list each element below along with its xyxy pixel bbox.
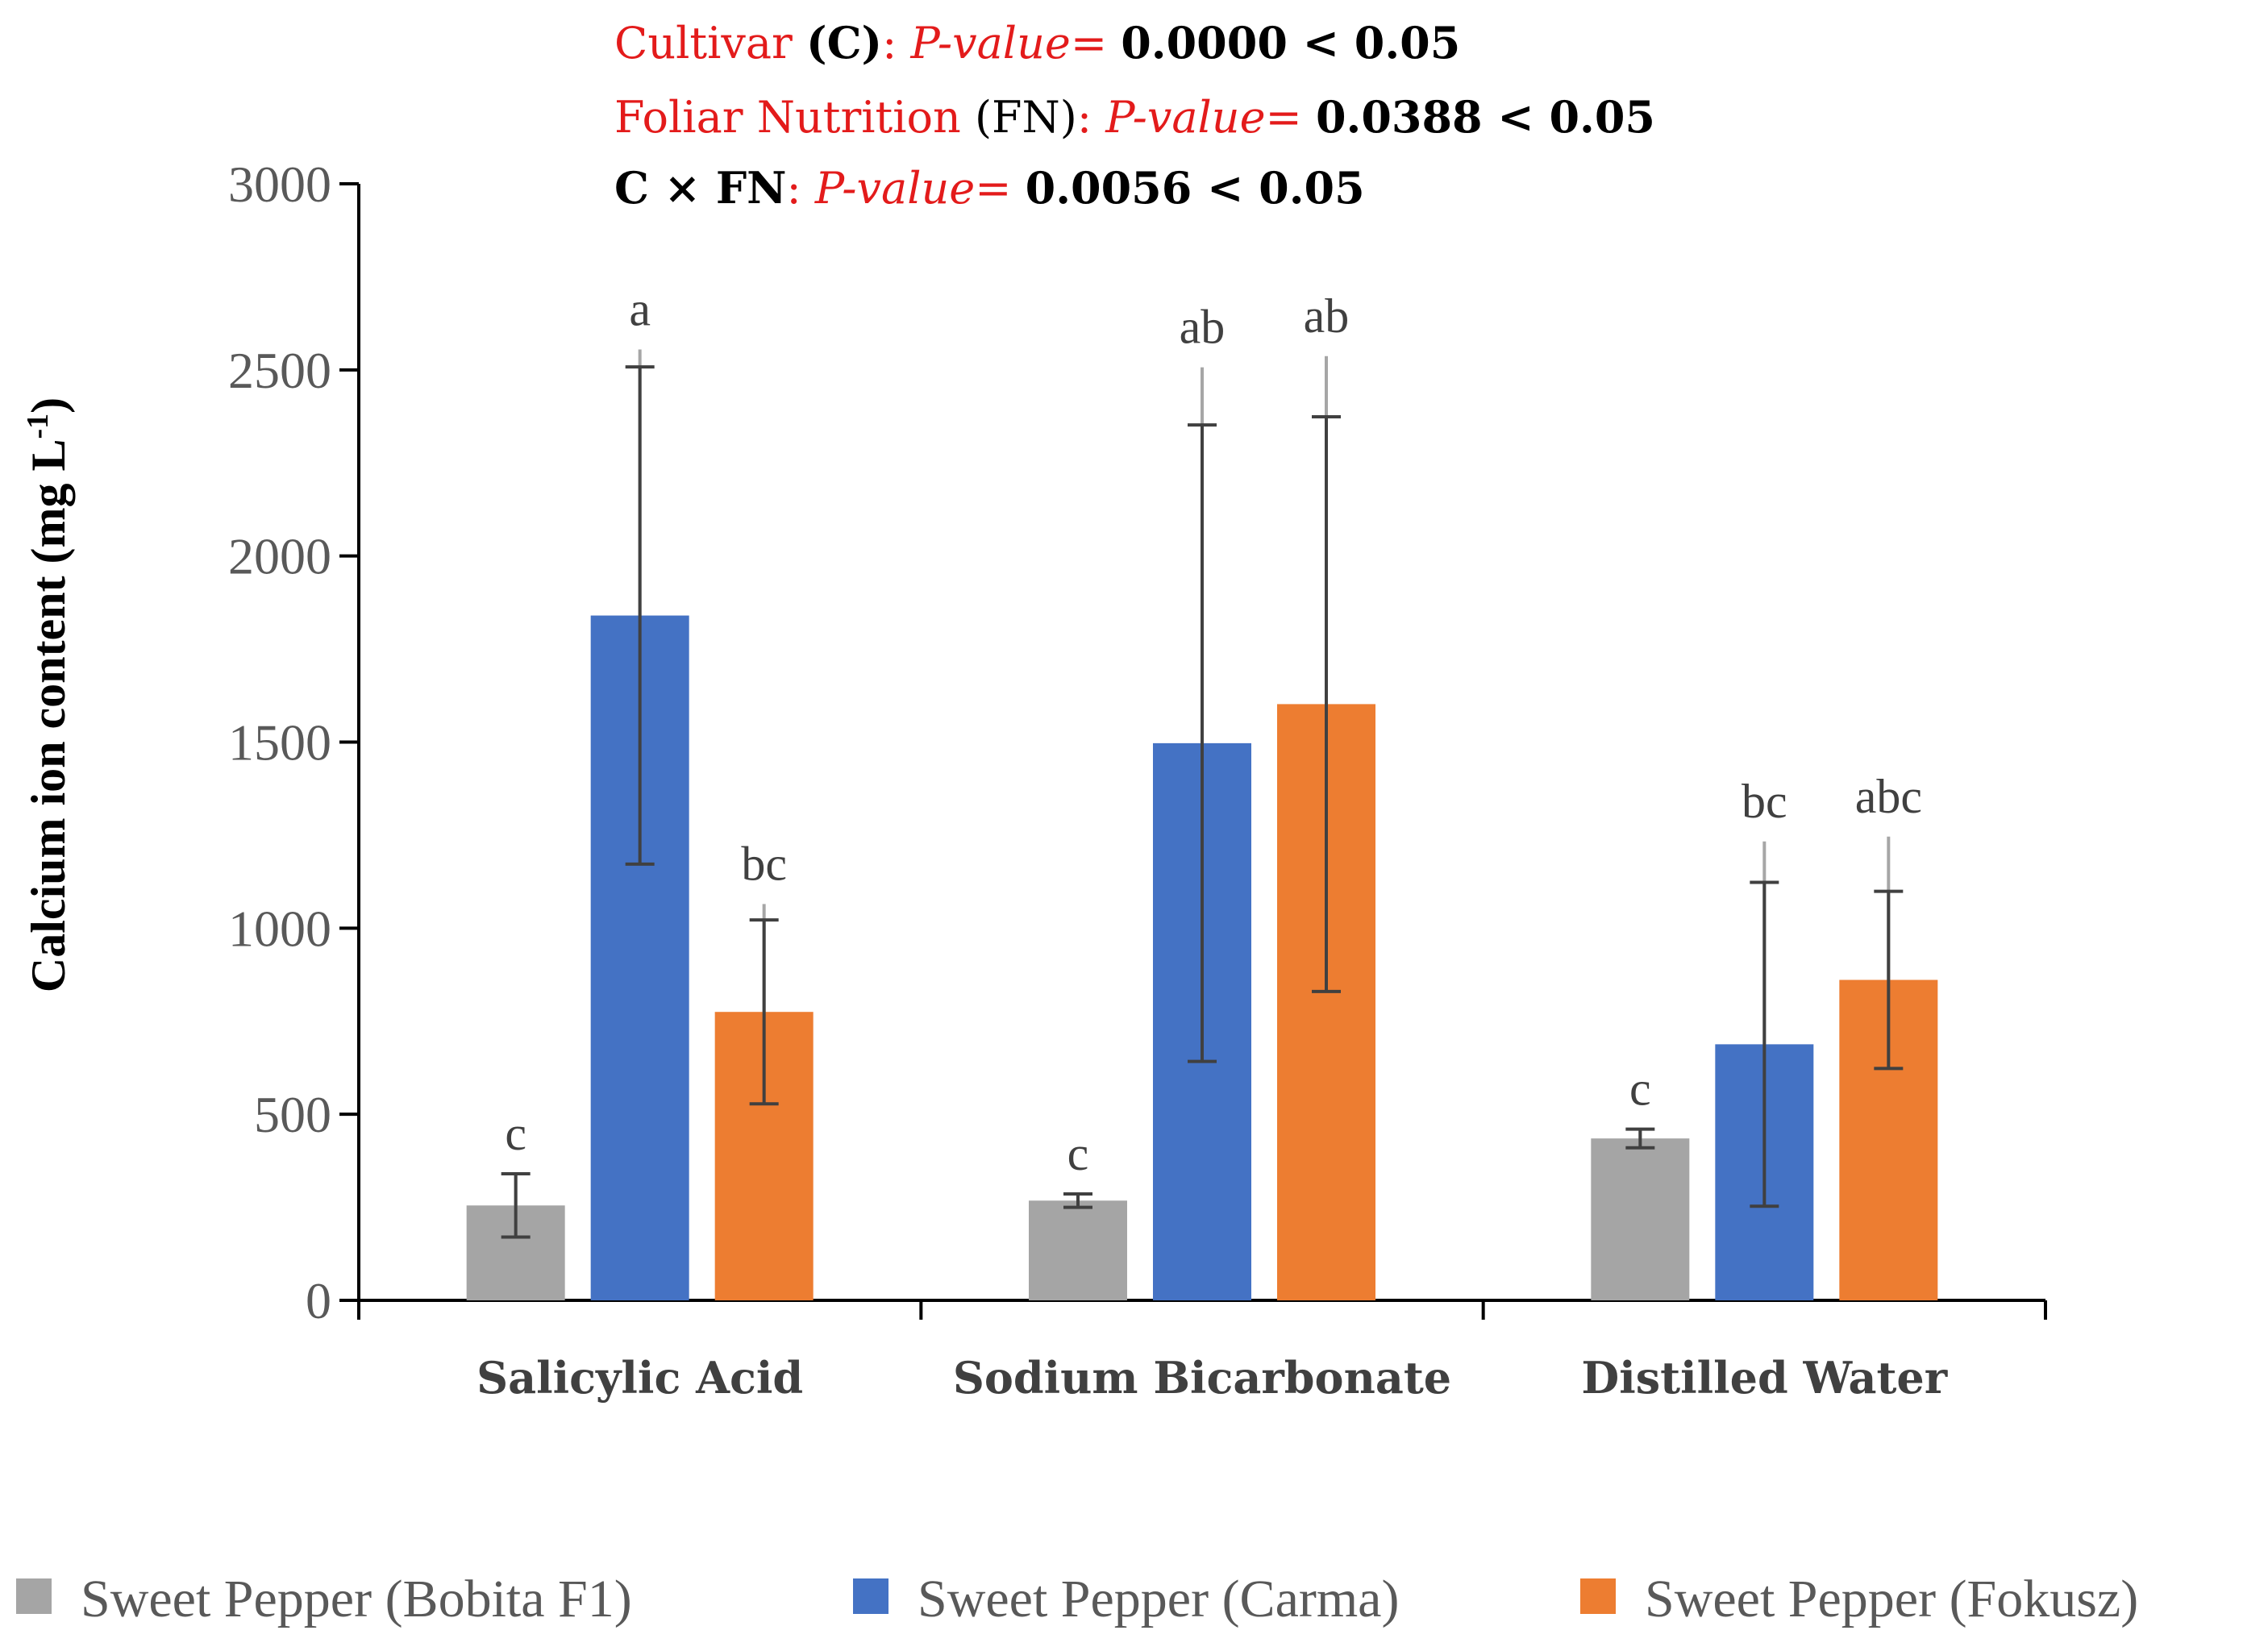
annotation-part: : [1077,92,1105,143]
category-label: Salicylic Acid [476,1352,803,1404]
error-bars [501,349,1904,1239]
y-tick-label: 0 [306,1272,331,1329]
annotation-part: 0.0388 < 0.05 [1316,91,1655,143]
annotation-part: (C) [806,17,882,69]
significance-letter: bc [1742,775,1787,828]
y-tick-label: 3000 [228,156,331,213]
legend-swatch [16,1578,52,1614]
legend-label: Sweet Pepper (Carma) [918,1570,1399,1628]
y-tick-label: 2000 [228,528,331,585]
category-label: Sodium Bicarbonate [953,1352,1451,1404]
bar [1591,1138,1690,1300]
significance-letter: abc [1855,770,1922,823]
annotation-part: P-value [1105,92,1265,143]
annotation-part: = [975,163,1025,214]
annotation-part: : [882,18,910,69]
annotation-part: P-value [814,163,975,214]
annotation-part: C × FN [614,162,787,214]
annotation-part: : [787,163,815,214]
pvalue-annotations: Cultivar (C): P-value= 0.0000 < 0.05 Fol… [614,17,1655,214]
y-tick-label: 1500 [228,714,331,772]
annotation-cultivar: Cultivar (C): P-value= 0.0000 < 0.05 [614,17,1460,69]
annotation-part: = [1266,92,1316,143]
legend-swatch [1580,1578,1616,1614]
significance-letter: ab [1304,289,1350,343]
y-axis-label: Calcium ion content (mg L-1) [21,397,75,992]
significance-letter: c [1067,1127,1089,1180]
annotation-part: (FN) [975,92,1077,143]
bar [1029,1200,1127,1300]
legend-swatch [853,1578,888,1614]
annotation-interaction: C × FN: P-value= 0.0056 < 0.05 [614,162,1365,214]
annotation-part: P-value [909,18,1070,69]
significance-letter: bc [741,837,787,890]
x-ticks [357,1300,2047,1320]
significance-letter: c [1629,1063,1651,1116]
y-tick-label: 500 [254,1086,331,1143]
y-tick-label: 2500 [228,342,331,399]
legend-label: Sweet Pepper (Fokusz) [1645,1570,2138,1628]
significance-letter: c [505,1107,526,1160]
annotation-part: Cultivar [614,18,806,69]
significance-letter: ab [1180,301,1226,354]
annotation-part: 0.0056 < 0.05 [1026,162,1365,214]
y-ticks: 0 500 1000 1500 2000 2500 3000 [228,156,359,1329]
annotation-part: = [1071,18,1121,69]
annotation-foliar-nutrition: Foliar Nutrition (FN): P-value= 0.0388 <… [614,91,1655,143]
y-tick-label: 1000 [228,900,331,957]
legend: Sweet Pepper (Bobita F1) Sweet Pepper (Ca… [16,1570,2138,1628]
significance-letter: a [629,282,651,335]
category-label: Distilled Water [1581,1352,1947,1404]
annotation-part: Foliar Nutrition [614,92,975,143]
category-labels: Salicylic Acid Sodium Bicarbonate Distille… [476,1352,1948,1404]
legend-label: Sweet Pepper (Bobita F1) [81,1570,632,1628]
annotation-part: 0.0000 < 0.05 [1121,17,1460,69]
